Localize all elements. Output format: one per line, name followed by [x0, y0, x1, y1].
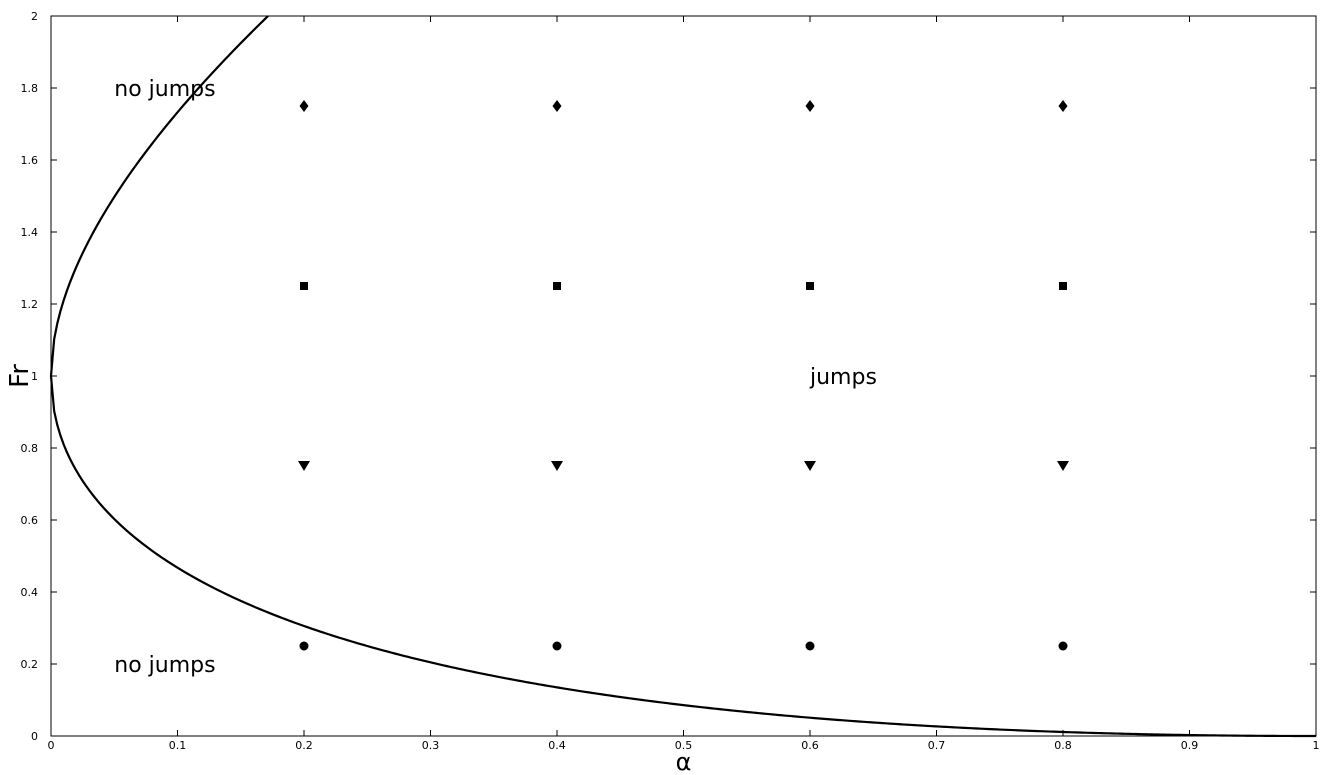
plot-frame [50, 15, 1317, 737]
x-tick-label: 0.2 [295, 739, 313, 752]
boundary-curve-group [49, 15, 1316, 738]
x-tick-label: 0.9 [1181, 739, 1199, 752]
triangle-down-marker [1057, 461, 1069, 471]
x-tick-label: 0.8 [1054, 739, 1072, 752]
square-marker [553, 282, 561, 290]
circle-marker [805, 641, 815, 651]
region-annotation: no jumps [114, 653, 215, 678]
x-tick-label: 1 [1313, 739, 1320, 752]
x-tick-label: 0.3 [422, 739, 440, 752]
plot-axes [50, 15, 1317, 737]
circle-marker [299, 641, 309, 651]
y-tick-label: 1.6 [21, 154, 39, 167]
y-axis-label: Fr [5, 364, 35, 388]
diamond-marker [1058, 100, 1068, 112]
region-annotation: jumps [809, 365, 877, 390]
region-annotation: no jumps [114, 77, 215, 102]
y-tick-label: 0.6 [21, 514, 39, 527]
y-tick-label: 1 [31, 370, 38, 383]
data-markers-group [298, 100, 1069, 651]
triangle-down-marker [804, 461, 816, 471]
circle-marker [1058, 641, 1068, 651]
square-marker [806, 282, 814, 290]
x-tick-label: 0.7 [928, 739, 946, 752]
x-tick-label: 0.1 [169, 739, 187, 752]
y-tick-label: 1.2 [21, 298, 39, 311]
x-tick-label: 0.4 [548, 739, 566, 752]
y-tick-label: 2 [31, 10, 38, 23]
y-tick-label: 0 [31, 730, 38, 743]
y-tick-label: 0.8 [21, 442, 39, 455]
boundary-curve [49, 15, 1316, 738]
square-marker [1059, 282, 1067, 290]
x-tick-label: 0.5 [675, 739, 693, 752]
x-axis-label: α [676, 748, 692, 771]
y-tick-label: 1.4 [21, 226, 39, 239]
y-tick-label: 0.4 [21, 586, 39, 599]
x-tick-label: 0.6 [801, 739, 819, 752]
diamond-marker [805, 100, 815, 112]
chart-text-group: 0 0.1 0.2 0.3 0.4 0.5 0.6 0.7 0.8 0.9 1 0 0.2 0.4 0.6 0… [5, 10, 1320, 775]
triangle-down-marker [298, 461, 310, 471]
y-tick-label: 0.2 [21, 658, 39, 671]
x-tick-label: 0 [48, 739, 55, 752]
y-tick-label: 1.8 [21, 82, 39, 95]
diamond-marker [552, 100, 562, 112]
circle-marker [552, 641, 562, 651]
triangle-down-marker [551, 461, 563, 471]
square-marker [300, 282, 308, 290]
diamond-marker [299, 100, 309, 112]
